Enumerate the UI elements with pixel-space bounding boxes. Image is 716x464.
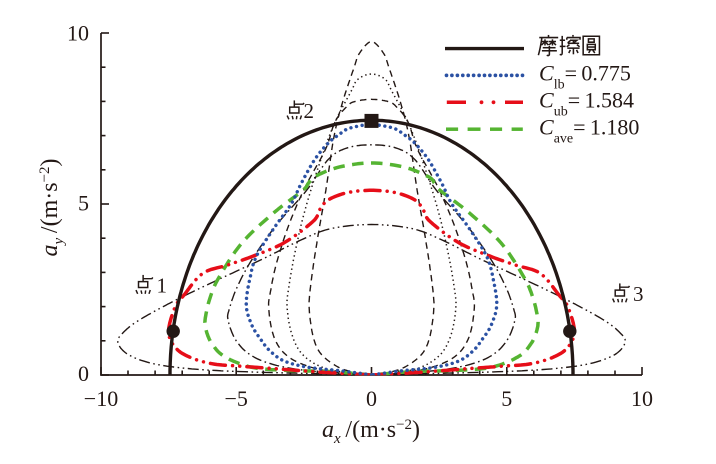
svg-text:3: 3 [633,282,644,306]
svg-text:ax /(m·s−2): ax /(m·s−2) [322,417,420,447]
svg-text:−5: −5 [224,386,247,411]
svg-text:0: 0 [78,361,89,386]
svg-text:ay /(m·s−2): ay /(m·s−2) [37,158,67,256]
svg-text:2: 2 [304,99,315,123]
svg-text:Cave= 1.180: Cave= 1.180 [539,114,639,146]
svg-text:5: 5 [501,386,512,411]
svg-text:−10: −10 [84,386,118,411]
svg-text:5: 5 [78,191,89,216]
svg-text:10: 10 [67,21,89,46]
svg-text:0: 0 [366,386,377,411]
svg-text:10: 10 [631,386,653,411]
svg-text:Clb= 0.775: Clb= 0.775 [539,61,631,93]
svg-text:1: 1 [157,274,168,298]
svg-text:Cub= 1.584: Cub= 1.584 [539,87,634,119]
